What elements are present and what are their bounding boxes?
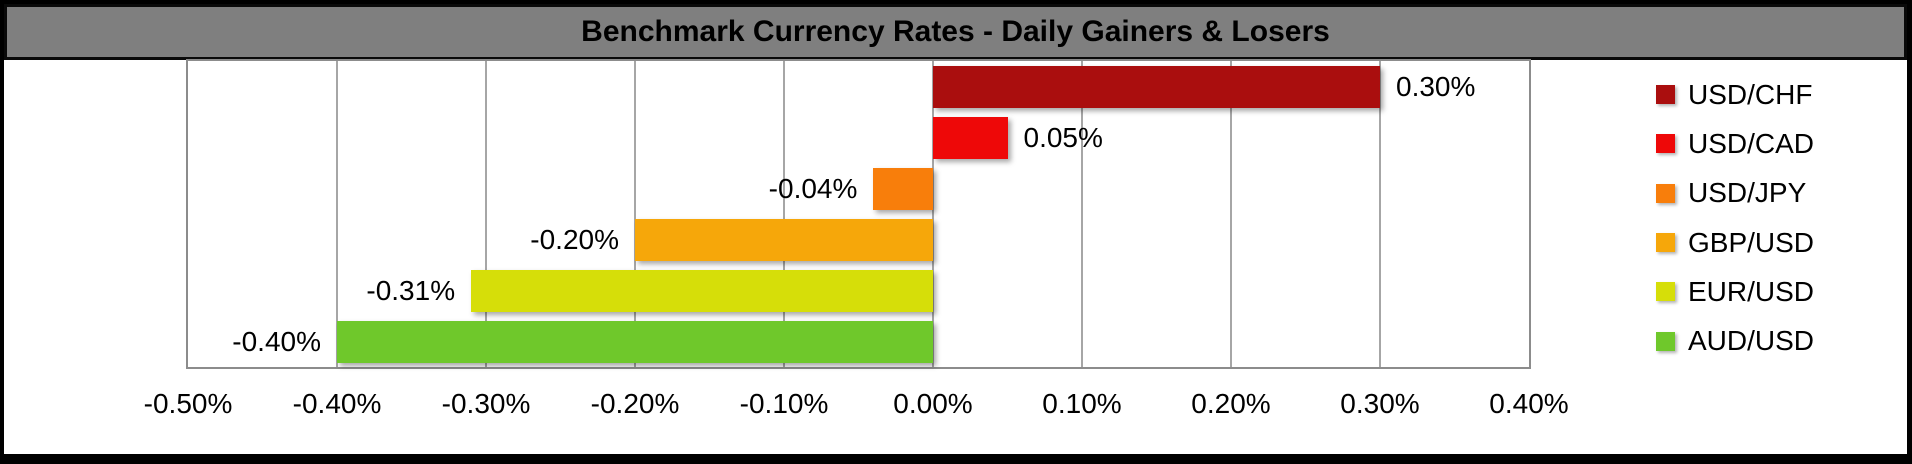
legend-item-aud-usd: AUD/USD: [1656, 316, 1814, 365]
x-tick-label: -0.10%: [739, 388, 829, 419]
bar-value-label: -0.40%: [232, 325, 321, 357]
bar-value-label: -0.04%: [768, 172, 858, 204]
legend: USD/CHF USD/CAD USD/JPY GBP/USD EUR/USD AUD/U…: [1656, 70, 1814, 366]
x-tick-label: -0.40%: [292, 388, 382, 419]
x-tick-label: 0.30%: [1340, 388, 1420, 419]
bar-gbp-usd: [635, 218, 933, 261]
bar-value-label: 0.05%: [1023, 121, 1103, 153]
legend-label: EUR/USD: [1688, 275, 1815, 307]
legend-swatch: [1656, 85, 1675, 105]
legend-swatch: [1656, 282, 1675, 302]
gridline: [1379, 61, 1381, 367]
x-axis: -0.50% -0.40% -0.30% -0.20% -0.10% 0.00% 0.10%…: [4, 387, 1907, 427]
x-tick-label: 0.20%: [1191, 388, 1271, 419]
x-tick-label: 0.00%: [893, 388, 973, 419]
chart-title-bar: Benchmark Currency Rates - Daily Gainers…: [4, 4, 1907, 60]
legend-label: AUD/USD: [1688, 325, 1815, 357]
legend-swatch: [1656, 134, 1675, 154]
legend-label: GBP/USD: [1688, 226, 1815, 258]
legend-item-usd-jpy: USD/JPY: [1656, 169, 1814, 218]
x-tick-label: 0.40%: [1489, 388, 1569, 419]
x-tick-label: -0.20%: [590, 388, 680, 419]
gridline: [932, 61, 934, 367]
bar-value-label: 0.30%: [1396, 70, 1476, 102]
legend-item-gbp-usd: GBP/USD: [1656, 218, 1814, 267]
bar-value-label: -0.31%: [366, 274, 456, 306]
gridline: [485, 61, 487, 367]
gridline: [1230, 61, 1232, 367]
chart-title: Benchmark Currency Rates - Daily Gainers…: [581, 15, 1330, 48]
plot-area: 0.30% 0.05% -0.04% -0.20% -0.31% -0.40%: [186, 59, 1531, 369]
legend-swatch: [1656, 233, 1675, 253]
x-tick-label: -0.50%: [143, 388, 233, 419]
legend-swatch: [1656, 331, 1675, 351]
legend-swatch: [1656, 183, 1675, 203]
bar-value-label: -0.20%: [530, 223, 619, 255]
x-tick-label: -0.30%: [441, 388, 531, 419]
legend-label: USD/CHF: [1688, 78, 1813, 110]
legend-label: USD/CAD: [1688, 127, 1815, 159]
gridline: [336, 61, 338, 367]
bar-usd-jpy: [873, 167, 933, 210]
bar-usd-cad: [933, 116, 1008, 159]
legend-item-eur-usd: EUR/USD: [1656, 267, 1814, 316]
gridline: [783, 61, 785, 367]
bar-usd-chf: [933, 65, 1380, 108]
x-tick-label: 0.10%: [1042, 388, 1122, 419]
gridline: [1081, 61, 1083, 367]
gridline: [634, 61, 636, 367]
legend-label: USD/JPY: [1688, 177, 1807, 209]
legend-item-usd-cad: USD/CAD: [1656, 119, 1814, 168]
legend-item-usd-chf: USD/CHF: [1656, 70, 1814, 119]
bar-eur-usd: [471, 269, 933, 312]
bar-aud-usd: [337, 320, 933, 363]
